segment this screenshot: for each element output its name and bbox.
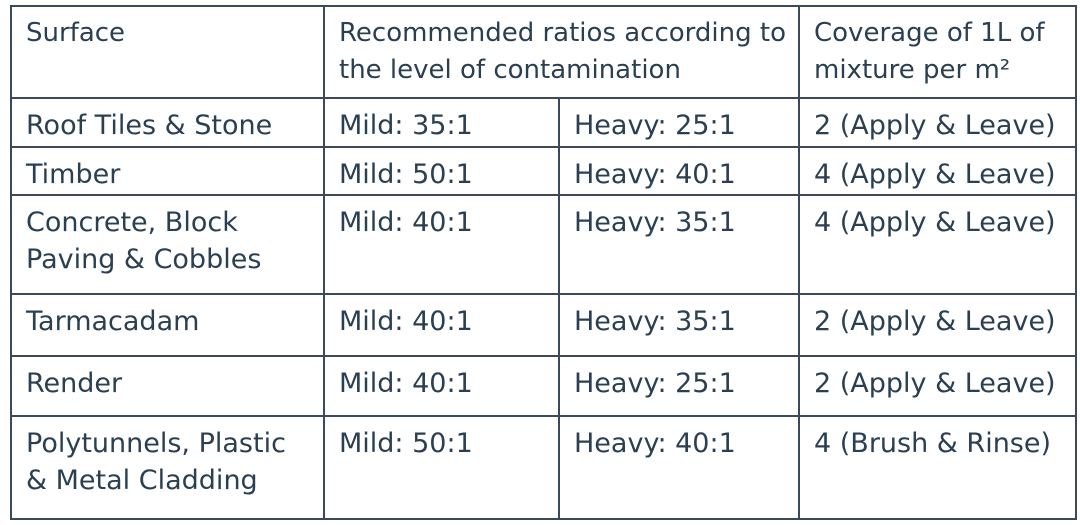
table-cell: Heavy: 25:1 (558, 355, 800, 417)
table-cell: Timber (10, 146, 325, 196)
header-cell: Surface (10, 5, 325, 99)
table-row: Tarmacadam Mild: 40:1 Heavy: 35:1 2 (Apply … (10, 293, 1077, 357)
table-cell: Heavy: 25:1 (558, 97, 800, 148)
header-cell: Recommended ratios according to the leve… (323, 5, 800, 99)
table-cell: Mild: 40:1 (323, 293, 560, 357)
table-cell: Render (10, 355, 325, 417)
table-cell: Mild: 50:1 (323, 415, 560, 520)
table-cell: 2 (Apply & Leave) (798, 293, 1077, 357)
table-cell: Polytunnels, Plastic & Metal Cladding (10, 415, 325, 520)
table-cell: Concrete, Block Paving & Cobbles (10, 194, 325, 295)
table-cell: Heavy: 40:1 (558, 146, 800, 196)
table-row: Render Mild: 40:1 Heavy: 25:1 2 (Apply & Le… (10, 355, 1077, 417)
table-cell: 4 (Apply & Leave) (798, 146, 1077, 196)
header-cell: Coverage of 1L of mixture per m² (798, 5, 1077, 99)
table-cell: 2 (Apply & Leave) (798, 97, 1077, 148)
table-row: Concrete, Block Paving & Cobbles Mild: 40… (10, 194, 1077, 295)
table-cell: Mild: 40:1 (323, 355, 560, 417)
header-row: Surface Recommended ratios according to … (10, 5, 1077, 99)
table: Surface Recommended ratios according to … (10, 5, 1077, 520)
table-cell: 4 (Apply & Leave) (798, 194, 1077, 295)
table-row: Timber Mild: 50:1 Heavy: 40:1 4 (Apply & Le… (10, 146, 1077, 196)
table-cell: Tarmacadam (10, 293, 325, 357)
table-cell: 4 (Brush & Rinse) (798, 415, 1077, 520)
table-body: Roof Tiles & Stone Mild: 35:1 Heavy: 25:1 2… (10, 97, 1077, 520)
table-row: Polytunnels, Plastic & Metal Cladding Mil… (10, 415, 1077, 520)
table-cell: Heavy: 40:1 (558, 415, 800, 520)
table-cell: 2 (Apply & Leave) (798, 355, 1077, 417)
table-cell: Mild: 50:1 (323, 146, 560, 196)
table-cell: Mild: 35:1 (323, 97, 560, 148)
table-cell: Roof Tiles & Stone (10, 97, 325, 148)
table-cell: Heavy: 35:1 (558, 293, 800, 357)
table-cell: Mild: 40:1 (323, 194, 560, 295)
table-row: Roof Tiles & Stone Mild: 35:1 Heavy: 25:1 2… (10, 97, 1077, 148)
table-cell: Heavy: 35:1 (558, 194, 800, 295)
